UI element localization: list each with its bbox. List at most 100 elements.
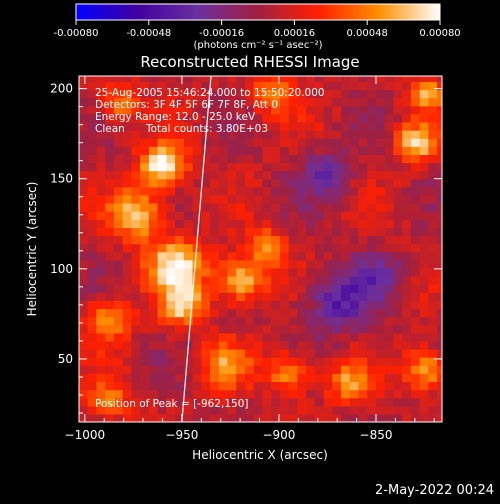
heatmap-cell: [288, 130, 298, 139]
heatmap-cell: [297, 340, 307, 350]
heatmap-cell: [314, 81, 325, 91]
heatmap-cell: [376, 97, 386, 107]
heatmap-cell: [367, 170, 377, 180]
heatmap-cell: [140, 194, 150, 204]
heatmap-cell: [376, 113, 386, 123]
heatmap-cell: [236, 365, 246, 374]
heatmap-cell: [332, 154, 342, 164]
heatmap-cell: [410, 267, 421, 277]
heatmap-cell: [175, 316, 185, 326]
heatmap-cell: [79, 259, 89, 269]
heatmap-cell: [376, 76, 386, 82]
heatmap-cell: [271, 97, 281, 107]
heatmap-cell: [288, 105, 298, 115]
heatmap-cell: [402, 276, 412, 285]
heatmap-cell: [323, 194, 333, 204]
heatmap-cell: [122, 138, 132, 147]
heatmap-cell: [358, 340, 368, 350]
heatmap-cell: [384, 357, 394, 366]
heatmap-cell: [367, 227, 377, 237]
heatmap-cell: [279, 211, 290, 220]
heatmap-cell: [148, 243, 159, 253]
heatmap-cell: [349, 154, 360, 164]
heatmap-cell: [218, 389, 229, 399]
heatmap-cell: [393, 194, 403, 204]
heatmap-cell: [148, 203, 159, 212]
heatmap-cell: [227, 292, 237, 301]
heatmap-cell: [384, 405, 394, 415]
heatmap-cell: [306, 178, 316, 188]
heatmap-cell: [306, 340, 316, 350]
heatmap-cell: [367, 357, 377, 366]
heatmap-cell: [148, 97, 159, 107]
heatmap-cell: [297, 349, 307, 358]
heatmap-cell: [113, 162, 124, 172]
heatmap-cell: [297, 186, 307, 196]
heatmap-cell: [192, 413, 202, 422]
heatmap-cell: [96, 81, 106, 91]
heatmap-cell: [428, 154, 438, 164]
heatmap-cell: [105, 194, 115, 204]
heatmap-cell: [105, 211, 115, 220]
heatmap-cell: [96, 316, 106, 326]
heatmap-cell: [183, 389, 194, 399]
heatmap-cell: [201, 97, 211, 107]
heatmap-cell: [384, 267, 394, 277]
heatmap-cell: [201, 81, 211, 91]
heatmap-cell: [402, 170, 412, 180]
heatmap-cell: [183, 308, 194, 318]
heatmap-cell: [201, 267, 211, 277]
heatmap-cell: [166, 76, 176, 82]
heatmap-cell: [113, 308, 124, 318]
heatmap-cell: [245, 178, 255, 188]
heatmap-cell: [218, 162, 229, 172]
heatmap-cell: [122, 162, 132, 172]
heatmap-cell: [192, 397, 202, 407]
heatmap-cell: [131, 113, 141, 123]
heatmap-cell: [323, 308, 333, 318]
heatmap-cell: [183, 154, 194, 164]
heatmap-cell: [122, 251, 132, 261]
heatmap-cell: [332, 194, 342, 204]
heatmap-cell: [376, 146, 386, 155]
heatmap-cell: [428, 381, 438, 391]
heatmap-cell: [96, 308, 106, 318]
heatmap-cell: [140, 259, 150, 269]
heatmap-cell: [131, 138, 141, 147]
heatmap-cell: [437, 138, 442, 147]
heatmap-cell: [201, 300, 211, 310]
heatmap-cell: [367, 146, 377, 155]
heatmap-cell: [227, 122, 237, 131]
heatmap-cell: [166, 259, 176, 269]
heatmap-cell: [271, 227, 281, 237]
heatmap-cell: [279, 113, 290, 123]
heatmap-cell: [96, 194, 106, 204]
heatmap-cell: [122, 357, 132, 366]
heatmap-cell: [349, 186, 360, 196]
heatmap-cell: [376, 89, 386, 99]
heatmap-cell: [332, 308, 342, 318]
heatmap-cell: [113, 251, 124, 261]
heatmap-cell: [183, 122, 194, 131]
heatmap-cell: [367, 194, 377, 204]
heatmap-cell: [402, 105, 412, 115]
heatmap-cell: [253, 97, 263, 107]
heatmap-cell: [306, 405, 316, 415]
heatmap-cell: [271, 235, 281, 245]
heatmap-cell: [245, 154, 255, 164]
heatmap-cell: [166, 186, 176, 196]
heatmap-cell: [323, 373, 333, 382]
heatmap-cell: [349, 308, 360, 318]
heatmap-cell: [314, 170, 325, 180]
heatmap-cell: [201, 413, 211, 422]
heatmap-cell: [140, 284, 150, 293]
heatmap-cell: [428, 413, 438, 422]
heatmap-cell: [175, 308, 185, 318]
heatmap-cell: [437, 251, 442, 261]
heatmap-cell: [122, 413, 132, 422]
heatmap-cell: [332, 413, 342, 422]
heatmap-cell: [341, 349, 351, 358]
heatmap-cell: [349, 349, 360, 358]
heatmap-cell: [183, 243, 194, 253]
heatmap-cell: [148, 251, 159, 261]
